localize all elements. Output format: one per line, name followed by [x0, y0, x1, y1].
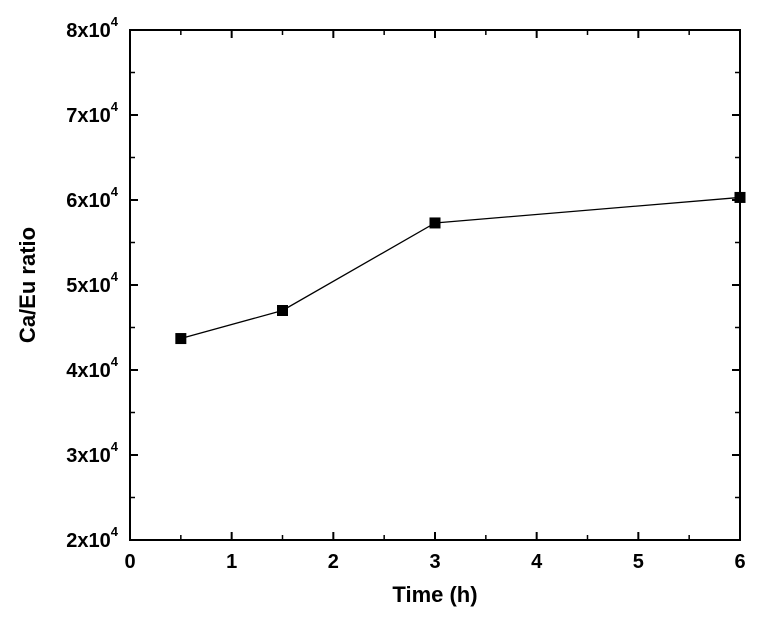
data-point-marker [735, 192, 746, 203]
x-axis-label: Time (h) [392, 582, 477, 607]
data-point-marker [175, 333, 186, 344]
x-tick-label: 2 [328, 551, 339, 573]
x-tick-label: 0 [124, 551, 135, 573]
line-chart: 01234562x1043x1044x1045x1046x1047x1048x1… [0, 0, 771, 637]
x-tick-label: 6 [734, 551, 745, 573]
data-point-marker [277, 305, 288, 316]
x-tick-label: 3 [429, 551, 440, 573]
y-axis-label: Ca/Eu ratio [15, 227, 40, 343]
chart-container: 01234562x1043x1044x1045x1046x1047x1048x1… [0, 0, 771, 637]
x-tick-label: 1 [226, 551, 237, 573]
x-tick-label: 4 [531, 551, 543, 573]
data-point-marker [430, 217, 441, 228]
x-tick-label: 5 [633, 551, 644, 573]
